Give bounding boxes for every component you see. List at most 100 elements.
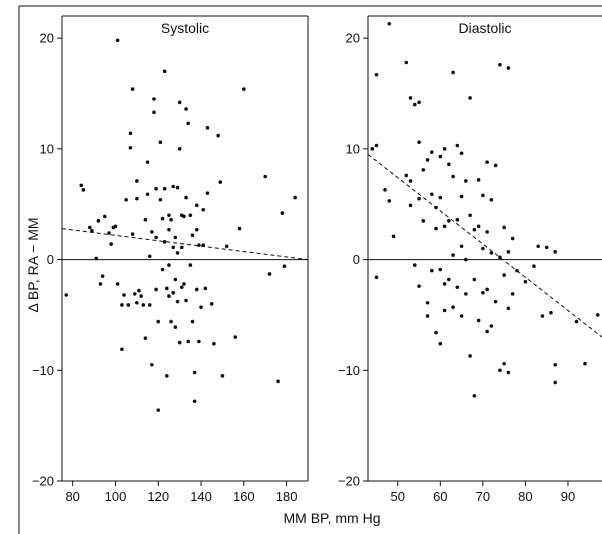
y-tick-label: −20 <box>338 474 360 489</box>
data-point <box>201 207 205 212</box>
data-point <box>413 263 417 267</box>
data-point <box>175 185 180 190</box>
data-point <box>143 217 148 222</box>
data-point <box>493 299 498 304</box>
data-point <box>447 277 451 282</box>
data-point <box>468 96 472 100</box>
data-point <box>203 286 208 291</box>
data-point <box>128 131 133 136</box>
y-tick-label: 20 <box>40 31 54 46</box>
data-point <box>417 284 421 288</box>
data-point <box>160 267 165 272</box>
data-point <box>434 330 438 335</box>
y-tick-label: 10 <box>346 141 360 156</box>
x-tick-label: 80 <box>518 489 532 504</box>
data-point <box>162 186 167 191</box>
data-point <box>233 335 238 339</box>
data-point <box>179 285 184 290</box>
y-tick-label: −10 <box>32 363 54 378</box>
data-point <box>468 354 472 358</box>
y-tick-label: 20 <box>346 31 360 46</box>
data-point <box>115 282 120 286</box>
data-point <box>173 277 178 282</box>
data-point <box>132 292 137 296</box>
data-point <box>190 319 195 324</box>
data-point <box>220 374 225 378</box>
data-point <box>464 179 468 183</box>
data-point <box>192 370 197 375</box>
data-point <box>498 368 502 373</box>
data-point <box>169 217 173 222</box>
data-point <box>171 184 176 189</box>
data-point <box>553 250 557 254</box>
data-point <box>156 408 161 412</box>
data-point <box>387 199 392 203</box>
y-tick-label: −10 <box>338 363 360 378</box>
y-tick-label: 0 <box>47 252 54 267</box>
data-point <box>201 243 205 247</box>
data-point <box>506 370 511 375</box>
data-point <box>459 314 464 318</box>
y-axis-label: Δ BP, RA − MM <box>25 217 41 312</box>
data-point <box>451 70 455 75</box>
data-point <box>459 151 464 156</box>
data-point <box>154 287 158 292</box>
data-point <box>197 243 201 247</box>
data-point <box>421 168 426 172</box>
data-point <box>438 154 443 159</box>
data-point <box>293 195 297 200</box>
trend-line <box>367 153 602 338</box>
data-point <box>156 319 161 324</box>
data-point <box>438 267 443 272</box>
data-point <box>493 163 498 168</box>
data-point <box>481 290 485 295</box>
data-point <box>383 188 387 192</box>
data-point <box>489 251 494 255</box>
x-tick-label: 100 <box>105 489 127 504</box>
data-point <box>425 314 430 318</box>
data-point <box>476 178 481 182</box>
data-point <box>109 242 113 246</box>
data-point <box>124 197 128 202</box>
data-point <box>267 272 272 276</box>
data-point <box>96 219 101 223</box>
data-point <box>167 263 171 267</box>
data-point <box>113 224 118 229</box>
data-point <box>184 195 188 200</box>
data-point <box>147 303 152 307</box>
data-point <box>64 293 69 297</box>
data-point <box>413 102 417 107</box>
data-point <box>190 233 195 238</box>
data-point <box>100 274 105 278</box>
data-point <box>502 225 506 230</box>
data-point <box>186 121 191 126</box>
data-point <box>141 303 146 307</box>
data-point <box>536 244 540 249</box>
data-point <box>425 158 430 162</box>
x-tick-label: 160 <box>233 489 255 504</box>
data-point <box>175 299 180 304</box>
data-point <box>194 203 199 208</box>
data-point <box>417 100 421 105</box>
data-point <box>130 87 135 91</box>
data-point <box>455 217 460 222</box>
data-point <box>510 236 515 241</box>
data-point <box>549 310 553 315</box>
data-point <box>430 192 434 197</box>
data-point <box>165 374 169 378</box>
data-point <box>94 256 99 261</box>
data-point <box>417 140 421 145</box>
data-point <box>442 282 447 286</box>
data-point <box>263 174 268 179</box>
data-point <box>523 279 528 284</box>
data-point <box>162 69 167 74</box>
data-point <box>485 287 489 292</box>
data-point <box>506 250 511 254</box>
data-point <box>212 341 216 346</box>
data-point <box>197 339 201 344</box>
data-point <box>574 319 579 324</box>
data-point <box>237 226 242 231</box>
x-tick-label: 140 <box>190 489 212 504</box>
data-point <box>177 340 182 345</box>
